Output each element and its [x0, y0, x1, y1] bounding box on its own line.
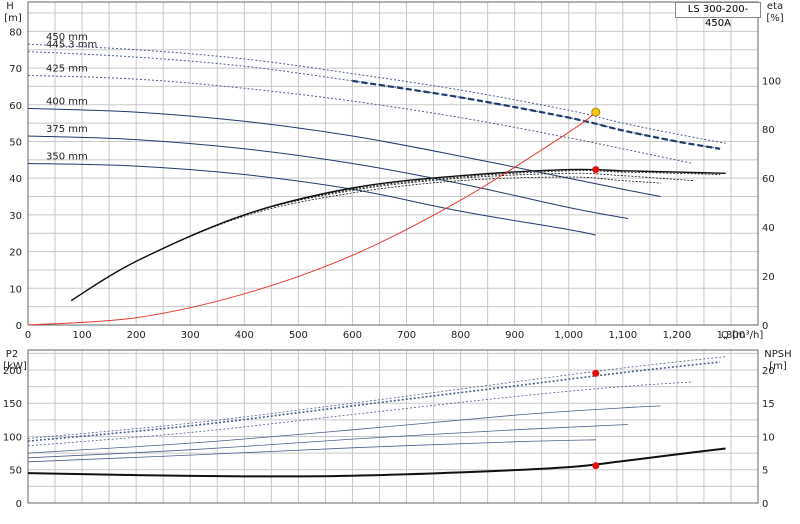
top-x-tick: 1,000 [554, 330, 583, 341]
head-curve-label: 450 mm [46, 32, 88, 43]
system-curve-line [27, 111, 597, 326]
bottom-y-left-tick: 200 [3, 366, 22, 377]
bottom-y-right-tick: 0 [762, 499, 768, 510]
bottom-y-right-tick: 20 [762, 366, 775, 377]
duty-point-efficiency [592, 166, 600, 174]
top-y-right-title: eta [767, 1, 783, 12]
bottom-y-left-tick: 50 [9, 466, 22, 477]
top-y-left-unit: [m] [4, 13, 22, 24]
power-curve-line [27, 381, 694, 447]
efficiency-curve-line [71, 172, 694, 301]
top-x-tick: 700 [397, 330, 416, 341]
head-curve-line [27, 74, 694, 164]
duty-point-head [591, 107, 601, 117]
top-y-left-tick: 80 [9, 27, 22, 38]
head-curve-label: 425 mm [46, 63, 88, 74]
top-x-tick: 500 [289, 330, 308, 341]
power-curve-line [27, 405, 661, 454]
bottom-y-left-unit: [kW] [3, 361, 27, 372]
top-x-tick: 800 [451, 330, 470, 341]
head-curve-line [27, 43, 726, 144]
head-curve-label: 375 mm [46, 124, 88, 135]
bottom-plot-frame [27, 349, 759, 504]
top-y-left-tick: 50 [9, 137, 22, 148]
bottom-y-right-title: NPSH [764, 349, 791, 360]
top-x-tick: 100 [73, 330, 92, 341]
top-y-right-tick: 20 [762, 272, 775, 283]
efficiency-curve-line [71, 176, 661, 301]
top-x-tick: 200 [127, 330, 146, 341]
top-x-tick: 1,200 [663, 330, 692, 341]
head-curve-line [27, 163, 596, 236]
top-x-tick: 900 [505, 330, 524, 341]
bottom-y-right-tick: 5 [762, 466, 768, 477]
efficiency-curve-line [70, 168, 726, 302]
bottom-y-left-tick: 100 [3, 432, 22, 443]
top-y-left-tick: 20 [9, 248, 22, 259]
head-curve-label: 445.3 mm [46, 40, 97, 51]
top-y-left-tick: 0 [16, 321, 22, 332]
top-y-right-tick: 100 [762, 76, 781, 87]
top-y-left-tick: 30 [9, 211, 22, 222]
top-x-unit: [m³/h] [732, 330, 763, 341]
top-x-tick: 1,100 [608, 330, 637, 341]
duty-point-power [592, 369, 600, 377]
bottom-y-right-unit: [m] [769, 361, 787, 372]
npsh-curve-line [27, 447, 726, 478]
top-y-left-tick: 70 [9, 64, 22, 75]
top-x-tick: 600 [343, 330, 362, 341]
power-curve-line [27, 356, 726, 439]
head-curve-label: 400 mm [46, 96, 88, 107]
top-y-right-tick: 40 [762, 223, 775, 234]
top-y-left-tick: 40 [9, 174, 22, 185]
head-curve-line [27, 135, 629, 220]
top-y-left-tick: 10 [9, 284, 22, 295]
top-y-right-tick: 80 [762, 125, 775, 136]
efficiency-curve-line [71, 170, 721, 301]
power-curve-line [27, 424, 629, 459]
top-y-left-tick: 60 [9, 101, 22, 112]
bottom-y-left-title: P2 [6, 349, 18, 360]
top-y-left-title: H [6, 1, 14, 12]
bottom-y-right-tick: 15 [762, 399, 775, 410]
top-x-tick: 1,300 [717, 330, 746, 341]
top-x-tick: 0 [25, 330, 31, 341]
top-y-right-tick: 0 [762, 321, 768, 332]
power-curve-line [27, 439, 596, 463]
bottom-y-left-tick: 150 [3, 399, 22, 410]
head-curve-line [27, 51, 721, 150]
head-curve-line [27, 107, 661, 197]
top-y-right-unit: [%] [766, 13, 783, 24]
top-x-label: Q [721, 330, 729, 341]
pump-label-box: LS 300-200-450A [675, 2, 761, 29]
bottom-y-left-tick: 0 [16, 499, 22, 510]
top-x-tick: 300 [181, 330, 200, 341]
bottom-y-right-tick: 10 [762, 432, 775, 443]
duty-point-npsh [592, 462, 600, 470]
top-y-right-tick: 60 [762, 174, 775, 185]
head-curve-label: 350 mm [46, 152, 88, 163]
selected-head-curve-line [352, 79, 721, 150]
top-x-tick: 400 [235, 330, 254, 341]
top-plot-frame [27, 1, 759, 326]
